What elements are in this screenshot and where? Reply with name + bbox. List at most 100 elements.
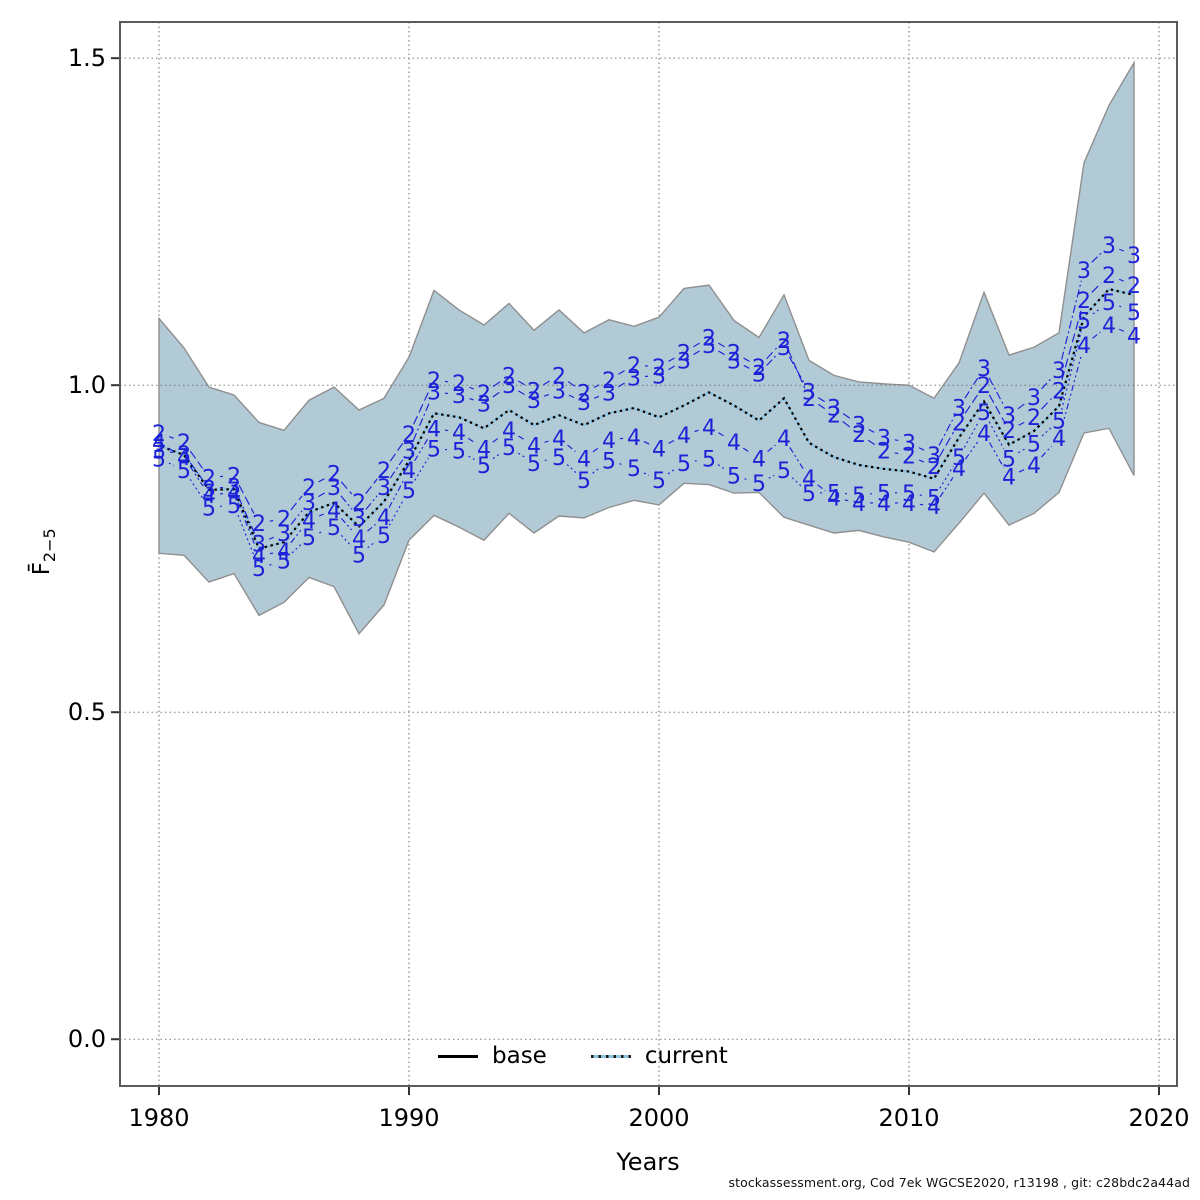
- svg-text:2: 2: [1102, 264, 1116, 289]
- svg-text:5: 5: [302, 526, 316, 551]
- svg-text:2: 2: [1052, 379, 1066, 404]
- svg-text:2: 2: [852, 423, 866, 448]
- svg-text:5: 5: [477, 454, 491, 479]
- svg-text:3: 3: [1077, 259, 1091, 284]
- svg-text:5: 5: [577, 469, 591, 494]
- svg-text:3: 3: [202, 477, 216, 502]
- svg-text:5: 5: [377, 524, 391, 549]
- svg-text:4: 4: [402, 459, 416, 484]
- axes: 1980 1990 2000 2010 2020 0.0 0.5 1.0 1.5: [68, 44, 1190, 1132]
- svg-text:3: 3: [427, 381, 441, 406]
- svg-text:2: 2: [277, 508, 291, 533]
- svg-text:5: 5: [1077, 309, 1091, 334]
- svg-text:5: 5: [902, 482, 916, 507]
- svg-text:4: 4: [777, 427, 791, 452]
- current-line-sample-icon: [590, 1054, 631, 1058]
- svg-text:3: 3: [377, 476, 391, 501]
- svg-text:3: 3: [627, 366, 641, 391]
- svg-text:3: 3: [1027, 386, 1041, 411]
- svg-text:4: 4: [1102, 314, 1116, 339]
- svg-text:3: 3: [727, 349, 741, 374]
- svg-text:3: 3: [852, 413, 866, 438]
- svg-text:4: 4: [852, 492, 866, 517]
- svg-text:2: 2: [652, 356, 666, 381]
- svg-text:5: 5: [327, 516, 341, 541]
- svg-text:2: 2: [452, 372, 466, 397]
- svg-text:2: 2: [352, 491, 366, 516]
- svg-text:2: 2: [752, 356, 766, 381]
- svg-text:0.0: 0.0: [68, 1025, 106, 1053]
- svg-text:3: 3: [302, 491, 316, 516]
- svg-text:5: 5: [927, 487, 941, 512]
- svg-text:1980: 1980: [128, 1104, 189, 1132]
- svg-text:2: 2: [227, 464, 241, 489]
- svg-text:4: 4: [827, 487, 841, 512]
- svg-text:4: 4: [327, 499, 341, 524]
- svg-text:4: 4: [477, 438, 491, 463]
- series-run2: [169, 278, 1124, 522]
- svg-text:2: 2: [827, 404, 841, 429]
- svg-text:5: 5: [827, 481, 841, 506]
- svg-text:2: 2: [152, 422, 166, 447]
- svg-text:3: 3: [352, 507, 366, 532]
- svg-text:4: 4: [227, 481, 241, 506]
- svg-text:4: 4: [452, 421, 466, 446]
- legend-label-current: current: [644, 1043, 728, 1069]
- legend-item-base: base: [438, 1043, 547, 1069]
- svg-text:4: 4: [502, 419, 516, 444]
- y-gridlines: [120, 57, 1177, 1040]
- svg-text:3: 3: [152, 440, 166, 465]
- svg-text:4: 4: [802, 467, 816, 492]
- svg-text:5: 5: [277, 549, 291, 574]
- svg-text:5: 5: [627, 457, 641, 482]
- svg-text:3: 3: [927, 444, 941, 469]
- svg-text:3: 3: [877, 426, 891, 451]
- svg-text:2: 2: [527, 379, 541, 404]
- y-axis-label-sub: 2−5: [39, 528, 59, 563]
- svg-text:3: 3: [402, 440, 416, 465]
- svg-text:5: 5: [502, 436, 516, 461]
- svg-text:3: 3: [1002, 404, 1016, 429]
- svg-text:5: 5: [1127, 301, 1141, 326]
- legend: base current: [438, 1040, 728, 1072]
- svg-text:4: 4: [877, 492, 891, 517]
- svg-text:5: 5: [452, 440, 466, 465]
- svg-text:4: 4: [527, 434, 541, 459]
- svg-text:3: 3: [452, 384, 466, 409]
- svg-text:3: 3: [952, 396, 966, 421]
- svg-text:2: 2: [327, 462, 341, 487]
- plot-border: [119, 21, 1178, 1087]
- svg-text:4: 4: [152, 432, 166, 457]
- svg-text:4: 4: [352, 527, 366, 552]
- svg-text:4: 4: [202, 484, 216, 509]
- svg-text:3: 3: [227, 475, 241, 500]
- svg-text:4: 4: [902, 492, 916, 517]
- svg-text:4: 4: [277, 540, 291, 565]
- svg-text:5: 5: [202, 496, 216, 521]
- svg-text:5: 5: [702, 447, 716, 472]
- svg-text:2: 2: [702, 326, 716, 351]
- svg-text:2000: 2000: [628, 1104, 689, 1132]
- svg-text:4: 4: [252, 544, 266, 569]
- svg-text:2: 2: [977, 374, 991, 399]
- base-line-sample-icon: [438, 1054, 478, 1058]
- svg-text:5: 5: [1002, 447, 1016, 472]
- svg-text:4: 4: [1002, 466, 1016, 491]
- svg-text:2: 2: [477, 382, 491, 407]
- svg-text:3: 3: [702, 334, 716, 359]
- svg-text:3: 3: [652, 364, 666, 389]
- x-gridlines: [158, 22, 1160, 1086]
- svg-text:2: 2: [777, 329, 791, 354]
- svg-text:4: 4: [552, 427, 566, 452]
- y-axis-label: F̄2−5: [29, 482, 59, 622]
- svg-text:2: 2: [802, 387, 816, 412]
- x-axis-label: Years: [616, 1148, 680, 1176]
- svg-text:3: 3: [977, 357, 991, 382]
- svg-text:0.5: 0.5: [68, 698, 106, 726]
- series-run3: [169, 248, 1124, 540]
- confidence-band: [158, 60, 1135, 635]
- svg-text:4: 4: [627, 426, 641, 451]
- svg-text:3: 3: [577, 391, 591, 416]
- svg-text:4: 4: [952, 457, 966, 482]
